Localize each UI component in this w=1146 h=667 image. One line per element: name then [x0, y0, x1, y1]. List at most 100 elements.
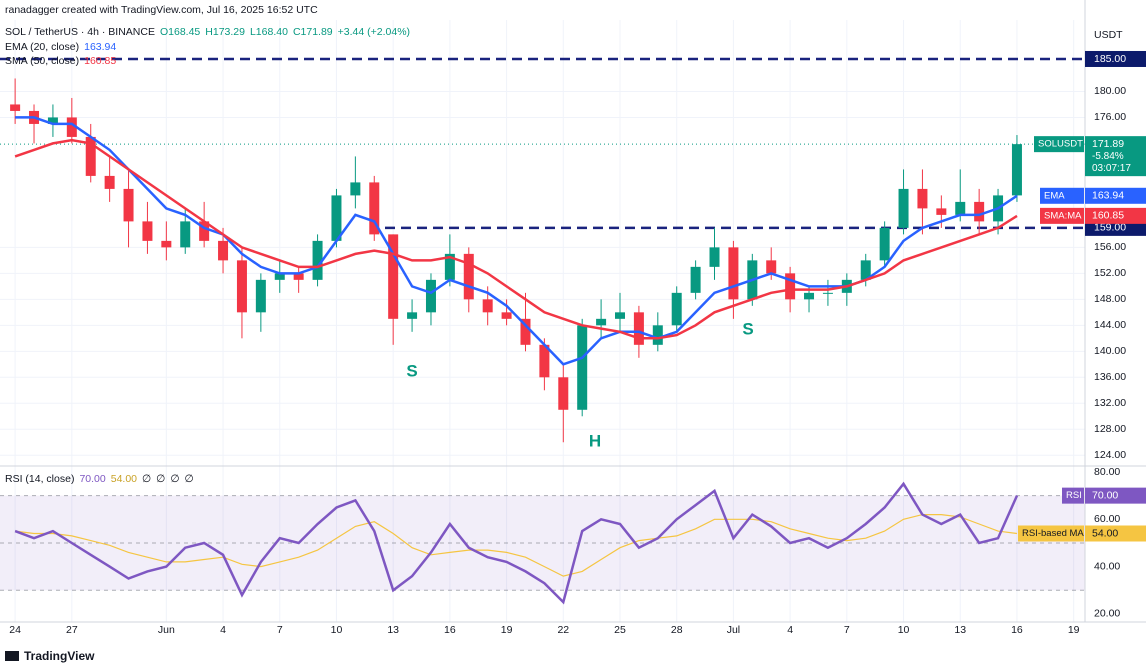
level-label: 185.00 [1094, 53, 1126, 65]
tag-name-box [1040, 187, 1084, 204]
y-tick-label: 180.00 [1094, 85, 1126, 97]
candle-body [180, 221, 191, 248]
symbol: SOL / TetherUS · 4h · BINANCE [5, 26, 155, 38]
x-tick-label: 27 [66, 624, 78, 636]
y-tick-label: 152.00 [1094, 267, 1126, 279]
y-tick-label: 132.00 [1094, 397, 1126, 409]
candle-body [898, 188, 909, 228]
rsi-tag-label: 54.00 [1092, 527, 1118, 539]
candle-body [633, 312, 644, 345]
level-label: 159.00 [1094, 222, 1126, 234]
candle-body [728, 247, 739, 300]
rsi-tag-box [1085, 525, 1146, 542]
candle-body [66, 117, 77, 137]
x-tick-label: 10 [331, 624, 343, 636]
rsi-tag-name-box [1062, 487, 1084, 504]
legend-name: RSI (14, close) [5, 473, 74, 485]
legend-value: 160.85 [84, 55, 116, 67]
x-tick-label: 7 [844, 624, 850, 636]
candle-body [10, 104, 21, 111]
candle-body [255, 279, 266, 313]
rsi-tag-label: 70.00 [1092, 489, 1118, 501]
candle-body [388, 234, 399, 319]
candle-body [577, 325, 588, 410]
tag-label: 163.94 [1092, 190, 1124, 202]
y-tick-label: 20.00 [1094, 608, 1120, 620]
currency: USDT [1094, 29, 1123, 41]
legend-name: EMA (20, close) [5, 41, 79, 53]
legend-name: SMA (50, close) [5, 55, 79, 67]
candle-body [425, 279, 436, 313]
tag-name: EMA [1044, 190, 1065, 201]
legend-item: SMA (50, close) 160.85 [5, 55, 116, 67]
y-tick-label: 124.00 [1094, 449, 1126, 461]
candle-body [520, 318, 531, 345]
candle-body [161, 240, 172, 248]
legend-value: 70.00 [79, 473, 105, 485]
candle-body [274, 273, 285, 280]
x-tick-label: 25 [614, 624, 626, 636]
y-tick-label: 40.00 [1094, 560, 1120, 572]
ohlc-value: O168.45 [160, 26, 200, 38]
y-tick-label: 156.00 [1094, 241, 1126, 253]
candle-body [690, 266, 701, 293]
candle-body [123, 188, 134, 222]
annotation: H [589, 431, 601, 450]
candle-body [482, 299, 493, 313]
tag-label: 160.85 [1092, 210, 1124, 222]
candle-body [331, 195, 342, 241]
rsi-line [15, 514, 1018, 577]
candle-body [974, 201, 985, 222]
legend-value: 54.00 [111, 473, 137, 485]
legend-item: RSI (14, close) 70.00 54.00 ∅ ∅ ∅ ∅ [5, 473, 194, 485]
footer-logo: TradingView [5, 649, 95, 663]
candle-body [312, 240, 323, 280]
price-tag-change: -5.84% [1092, 151, 1124, 162]
brand: TradingView [24, 649, 95, 663]
legend-symbol: SOL / TetherUS · 4h · BINANCE O168.45 H173… [5, 26, 410, 38]
y-tick-label: 144.00 [1094, 319, 1126, 331]
rsi-tag-name: RSI [1066, 490, 1082, 501]
x-tick-label: 16 [1011, 624, 1023, 636]
candle-body [860, 260, 871, 280]
price-tag-price: 171.89 [1092, 138, 1124, 150]
y-tick-label: 128.00 [1094, 423, 1126, 435]
candle-body [104, 175, 115, 189]
x-tick-label: 19 [1068, 624, 1080, 636]
candle-body [407, 312, 418, 319]
price-tag-countdown: 03:07:17 [1092, 163, 1131, 174]
price-tag-box [1085, 136, 1146, 177]
candle-body [822, 292, 833, 294]
legend-value: ∅ [142, 473, 151, 485]
x-tick-label: 4 [787, 624, 793, 636]
legend-value: ∅ [156, 473, 165, 485]
candle-body [539, 344, 550, 378]
candle-body [47, 117, 58, 124]
rsi-tag-name: RSI-based MA [1022, 528, 1084, 539]
rsi-tag-name-box [1018, 525, 1084, 542]
candle-body [671, 292, 682, 326]
candle-body [142, 221, 153, 241]
candle-body [350, 182, 361, 196]
price-tag-name-box [1034, 136, 1084, 153]
y-tick-label: 136.00 [1094, 371, 1126, 383]
level-tag [1085, 50, 1146, 67]
candle-body [709, 247, 720, 267]
candle-body [218, 240, 229, 261]
candle-body [199, 221, 210, 241]
candle-body [879, 227, 890, 261]
candle-body [785, 273, 796, 300]
x-tick-label: 19 [501, 624, 513, 636]
annotation: S [406, 361, 417, 380]
x-tick-label: 16 [444, 624, 456, 636]
plot [0, 57, 1085, 605]
tag-box [1085, 187, 1146, 204]
rsi-tag-box [1085, 487, 1146, 504]
x-tick-label: 28 [671, 624, 683, 636]
logo-icon [5, 651, 19, 661]
tag-name-box [1040, 207, 1084, 224]
x-tick-label: 4 [220, 624, 226, 636]
y-tick-label: 60.00 [1094, 513, 1120, 525]
